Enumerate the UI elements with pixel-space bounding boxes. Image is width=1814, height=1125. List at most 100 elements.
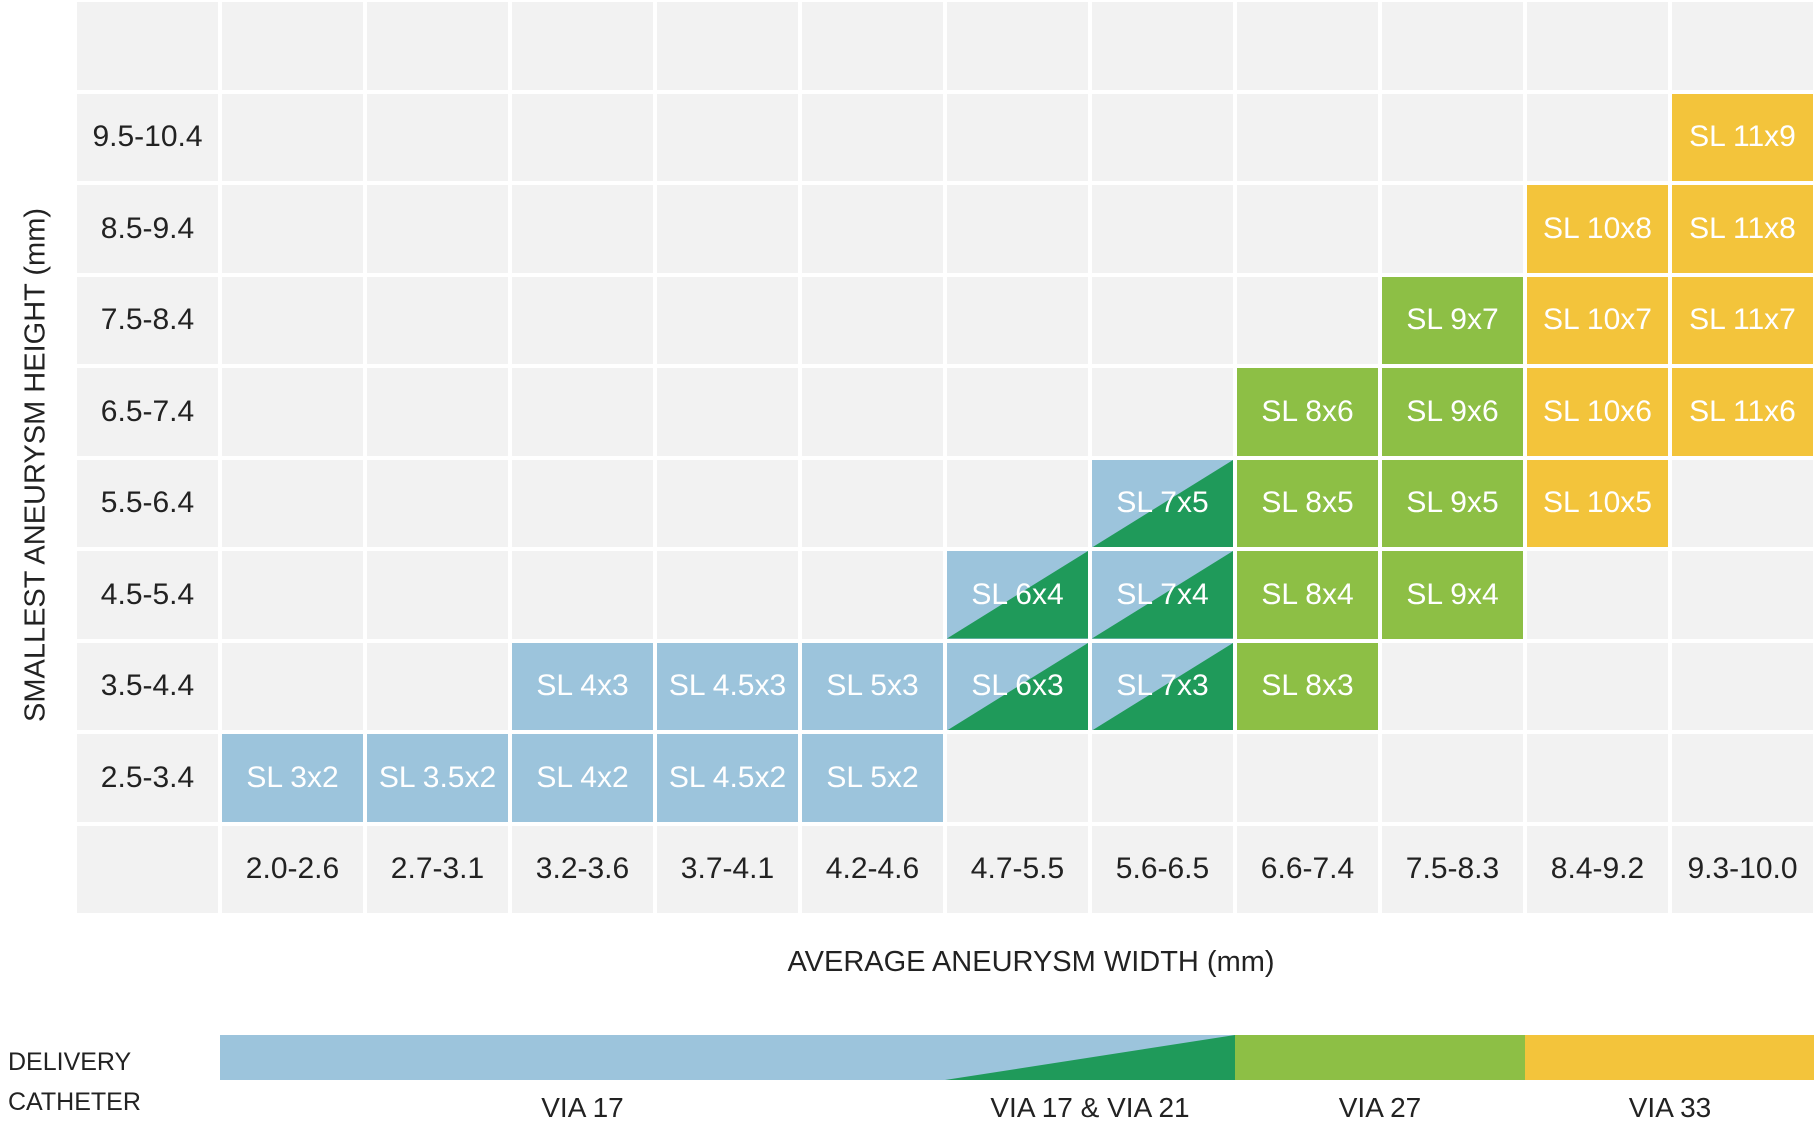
grid-cell: 7.5-8.4 xyxy=(75,274,220,366)
grid-cell xyxy=(220,0,365,92)
grid-cell xyxy=(655,274,800,366)
grid-cell: 6.5-7.4 xyxy=(75,366,220,458)
heatmap-cell: SL 10x5 xyxy=(1525,457,1670,549)
y-tick-label: 6.5-7.4 xyxy=(100,394,195,428)
legend-swatch xyxy=(220,1035,945,1080)
legend-label: VIA 33 xyxy=(1628,1092,1712,1123)
grid-cell: 3.7-4.1 xyxy=(655,823,800,915)
grid-cell xyxy=(1525,640,1670,732)
x-axis-label: AVERAGE ANEURYSM WIDTH (mm) xyxy=(787,946,1275,978)
cell-label: SL 6x4 xyxy=(971,577,1064,611)
heatmap-cell: SL 8x3 xyxy=(1235,640,1380,732)
grid-cell xyxy=(945,183,1090,275)
grid-cell xyxy=(1670,457,1814,549)
grid-cell xyxy=(1670,549,1814,641)
grid-cell xyxy=(365,274,510,366)
grid-cell xyxy=(655,457,800,549)
grid-cell xyxy=(1525,732,1670,824)
y-tick-label: 9.5-10.4 xyxy=(92,120,203,154)
grid-cell xyxy=(220,274,365,366)
y-tick-label: 7.5-8.4 xyxy=(100,303,195,337)
grid-cell xyxy=(365,640,510,732)
grid-cell xyxy=(220,640,365,732)
heatmap-cell: SL 4.5x3 xyxy=(655,640,800,732)
grid-cell xyxy=(945,457,1090,549)
grid-cell xyxy=(365,549,510,641)
y-tick-label: 5.5-6.4 xyxy=(100,486,195,520)
grid-cell xyxy=(1380,183,1525,275)
x-tick-label: 3.7-4.1 xyxy=(680,852,775,886)
y-tick-label: 3.5-4.4 xyxy=(100,669,195,703)
grid-cell xyxy=(1090,0,1235,92)
grid-cell xyxy=(1235,0,1380,92)
cell-label: SL 11x9 xyxy=(1689,120,1796,154)
grid-cell: 4.2-4.6 xyxy=(800,823,945,915)
y-axis-label: SMALLEST ANEURYSM HEIGHT (mm) xyxy=(19,207,52,723)
grid-cell xyxy=(220,91,365,183)
cell-label: SL 4.5x3 xyxy=(668,669,787,703)
split-triangle xyxy=(947,642,1088,730)
heatmap-cell: SL 11x6 xyxy=(1670,366,1814,458)
legend-title: DELIVERY CATHETER xyxy=(8,1042,141,1122)
cell-label: SL 7x5 xyxy=(1116,486,1209,520)
grid-cell xyxy=(945,91,1090,183)
grid-cell xyxy=(945,732,1090,824)
cell-label: SL 9x4 xyxy=(1406,577,1499,611)
cell-label: SL 9x7 xyxy=(1406,303,1499,337)
grid-cell: 5.6-6.5 xyxy=(1090,823,1235,915)
grid-cell xyxy=(945,274,1090,366)
split-triangle xyxy=(1092,459,1233,547)
grid-cell: 2.5-3.4 xyxy=(75,732,220,824)
grid-cell xyxy=(800,457,945,549)
grid-cell: 8.4-9.2 xyxy=(1525,823,1670,915)
grid-cell xyxy=(1525,91,1670,183)
x-tick-label: 7.5-8.3 xyxy=(1405,852,1500,886)
split-triangle xyxy=(947,551,1088,639)
grid-cell xyxy=(655,91,800,183)
grid-cell xyxy=(655,549,800,641)
grid-cell xyxy=(1670,0,1814,92)
cell-label: SL 3.5x2 xyxy=(378,760,497,794)
x-tick-label: 2.0-2.6 xyxy=(245,852,340,886)
x-tick-label: 8.4-9.2 xyxy=(1550,852,1645,886)
grid-cell xyxy=(1380,640,1525,732)
grid-cell xyxy=(1380,732,1525,824)
cell-label: SL 5x2 xyxy=(826,760,919,794)
heatmap-cell: SL 5x2 xyxy=(800,732,945,824)
grid-cell xyxy=(365,366,510,458)
legend-title-line2: CATHETER xyxy=(8,1088,141,1116)
grid-cell xyxy=(655,0,800,92)
grid-cell xyxy=(75,823,220,915)
heatmap-cell: SL 6x3 xyxy=(945,640,1090,732)
grid-cell xyxy=(510,457,655,549)
grid-cell: 8.5-9.4 xyxy=(75,183,220,275)
legend-split-triangle xyxy=(945,1035,1235,1080)
grid-cell: 3.2-3.6 xyxy=(510,823,655,915)
y-tick-label: 4.5-5.4 xyxy=(100,577,195,611)
heatmap-cell: SL 5x3 xyxy=(800,640,945,732)
grid-cell xyxy=(365,91,510,183)
grid-cell xyxy=(365,0,510,92)
legend-swatch xyxy=(1525,1035,1814,1080)
grid-cell xyxy=(1090,274,1235,366)
cell-label: SL 9x6 xyxy=(1406,394,1499,428)
grid-cell xyxy=(1090,91,1235,183)
grid-cell xyxy=(800,274,945,366)
grid-cell xyxy=(800,183,945,275)
legend-swatch xyxy=(1235,1035,1525,1080)
cell-label: SL 11x8 xyxy=(1689,211,1796,245)
cell-label: SL 3x2 xyxy=(246,760,339,794)
grid-cell xyxy=(510,274,655,366)
heatmap-cell: SL 4x2 xyxy=(510,732,655,824)
x-tick-label: 4.7-5.5 xyxy=(970,852,1065,886)
grid-cell: 4.7-5.5 xyxy=(945,823,1090,915)
cell-label: SL 5x3 xyxy=(826,669,919,703)
cell-label: SL 10x6 xyxy=(1543,394,1652,428)
legend-label: VIA 17 & VIA 21 xyxy=(990,1092,1190,1123)
grid-cell: 9.3-10.0 xyxy=(1670,823,1814,915)
grid-cell xyxy=(510,0,655,92)
heatmap-cell: SL 4x3 xyxy=(510,640,655,732)
y-tick-label: 2.5-3.4 xyxy=(100,760,195,794)
heatmap-cell: SL 9x4 xyxy=(1380,549,1525,641)
